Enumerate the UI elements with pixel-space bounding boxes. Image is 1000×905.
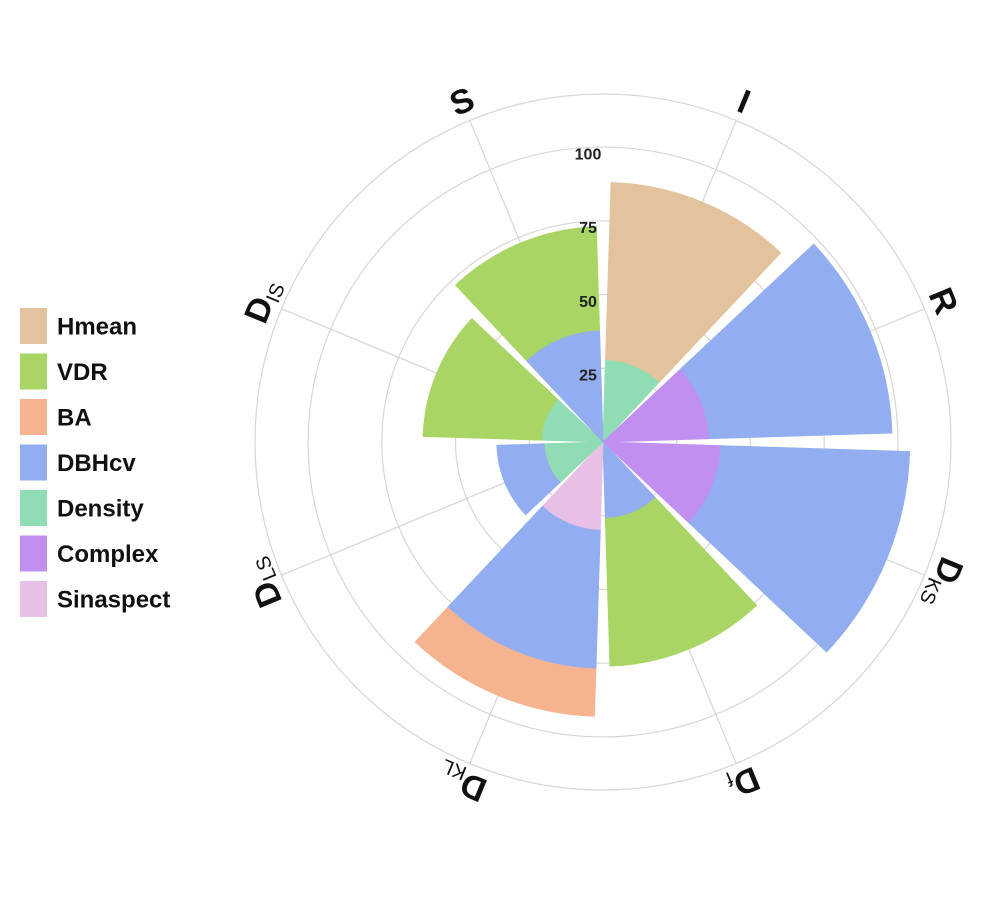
legend-label: Hmean — [57, 313, 137, 340]
bar-segment — [688, 445, 911, 653]
legend-label: VDR — [57, 359, 108, 386]
category-label: DKS — [914, 551, 970, 613]
category-label: I — [732, 83, 755, 122]
legend-swatch — [20, 308, 47, 344]
grid-line — [307, 146, 899, 738]
legend-label: Complex — [57, 541, 159, 568]
bar-segment — [414, 606, 597, 717]
bar-segment — [679, 243, 893, 440]
legend-label: DBHcv — [57, 450, 136, 477]
bar-segment — [605, 182, 782, 383]
bar-segment — [454, 226, 600, 362]
legend-label: BA — [57, 404, 92, 431]
bar-segment — [496, 443, 561, 516]
legend-label: Sinaspect — [57, 586, 170, 613]
legend-swatch — [20, 490, 47, 526]
grid-line — [454, 293, 752, 591]
legend-swatch — [20, 581, 47, 617]
legend-swatch — [20, 535, 47, 572]
legend-label: Density — [57, 495, 144, 522]
y-tick-label: 100 — [575, 146, 602, 163]
category-label: DIS — [237, 274, 290, 329]
y-tick-label: 75 — [579, 220, 597, 237]
grid-line — [528, 367, 678, 517]
y-tick-label: 50 — [579, 294, 597, 311]
category-label: R — [921, 283, 966, 320]
category-label: DLS — [236, 552, 291, 612]
category-label: S — [444, 80, 480, 124]
category-label: DKL — [432, 754, 492, 809]
legend-swatch — [20, 353, 47, 390]
y-tick-label: 25 — [579, 367, 597, 384]
grid-line — [381, 220, 825, 664]
category-label: Df — [722, 757, 765, 805]
bar-segment — [422, 318, 559, 441]
legend-swatch — [20, 444, 47, 481]
legend-swatch — [20, 399, 47, 435]
bar-segment — [604, 497, 758, 667]
grid-circle — [254, 93, 952, 791]
